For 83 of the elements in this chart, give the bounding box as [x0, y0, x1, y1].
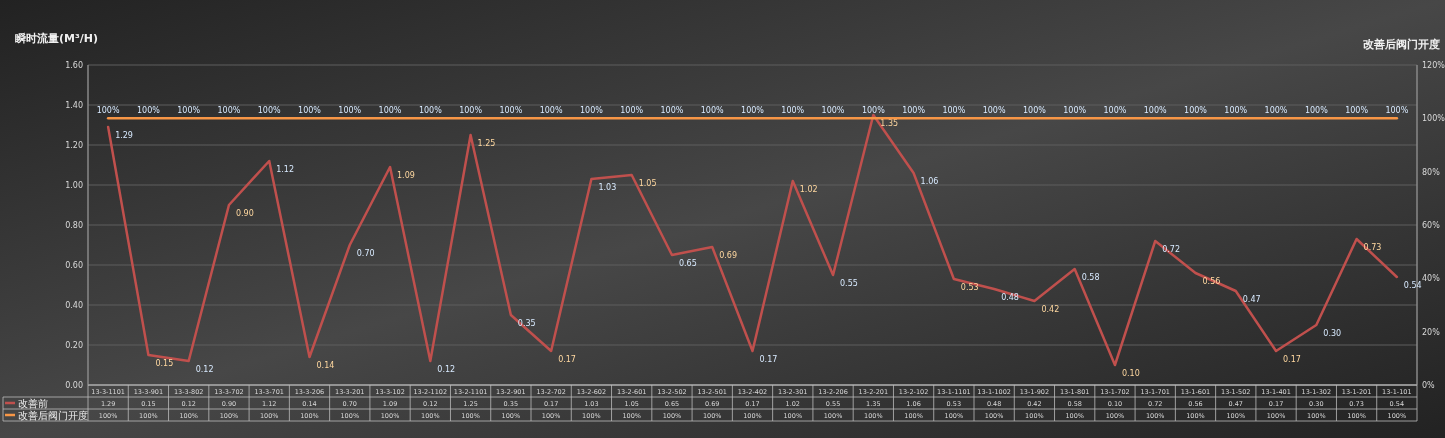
text: 100%	[1022, 106, 1046, 116]
text: 0.12	[437, 365, 456, 374]
text: 0.90	[235, 209, 254, 218]
text: 100%	[861, 106, 885, 116]
text: 100%	[660, 106, 684, 116]
text: 100%	[418, 106, 442, 116]
text: 100%	[539, 106, 563, 116]
text: 100%	[982, 106, 1006, 116]
text: 0.15	[155, 359, 174, 368]
text: 100%	[1264, 106, 1288, 116]
legend-label: 改善后阀门开度	[18, 410, 88, 421]
text: 0.10	[1121, 369, 1140, 378]
text: 100%	[177, 106, 201, 116]
text: 100%	[579, 106, 603, 116]
text: 0.17	[1283, 355, 1301, 364]
text: 100%	[96, 106, 120, 116]
text: 100%	[741, 106, 764, 116]
text: 100%	[1345, 106, 1369, 116]
text: 1.09	[397, 171, 415, 180]
text: 0.12	[195, 365, 214, 374]
y2-tick-label: 0%	[1422, 381, 1436, 390]
text: 100%	[942, 106, 966, 116]
y-tick-label: 0.20	[65, 341, 83, 350]
text: 100%	[1143, 106, 1167, 116]
line-series	[106, 113, 1399, 367]
y2-tick-label: 60%	[1422, 221, 1441, 230]
text: 100%	[217, 106, 241, 116]
text: 0.14	[316, 361, 335, 370]
y2-tick-label: 120%	[1422, 61, 1445, 70]
text: 0.65	[678, 259, 697, 268]
y-tick-label: 0.40	[65, 301, 83, 310]
y2-tick-label: 100%	[1422, 114, 1445, 124]
text: 0.47	[1242, 295, 1261, 304]
text: 100%	[257, 106, 281, 116]
text: 1.25	[477, 139, 496, 148]
text: 1.29	[115, 131, 133, 140]
y2-axis-title: 改善后阀门开度	[1363, 38, 1440, 51]
legend-label: 改善前	[18, 398, 48, 409]
y-tick-label: 1.60	[65, 61, 83, 70]
text: 100%	[902, 106, 926, 116]
y-tick-label: 0.00	[65, 381, 83, 390]
text: 100%	[781, 106, 805, 116]
text: 0.58	[1081, 273, 1100, 282]
text: 1.35	[880, 119, 899, 128]
text: 0.69	[719, 251, 738, 260]
text: 100%	[821, 106, 845, 116]
text: 100%	[1224, 106, 1248, 116]
y2-tick-label: 40%	[1422, 274, 1441, 284]
y-tick-label: 0.60	[65, 261, 83, 270]
y-tick-label: 0.80	[65, 221, 83, 230]
text: 1.06	[920, 177, 939, 186]
text: 100%	[499, 106, 523, 116]
text: 100%	[459, 106, 483, 116]
text: 100%	[1103, 106, 1127, 116]
text: 0.55	[840, 279, 858, 288]
text: 100%	[338, 106, 362, 116]
y-tick-label: 1.20	[65, 141, 83, 150]
y2-tick-label: 80%	[1422, 167, 1441, 177]
text: 100%	[620, 106, 644, 116]
text: 1.05	[638, 179, 657, 188]
text: 100%	[1385, 106, 1409, 116]
text: 100%	[378, 106, 402, 116]
text: 100%	[298, 106, 321, 116]
text: 1.12	[276, 165, 295, 174]
text: 1.02	[799, 185, 818, 194]
text: 0.17	[558, 355, 576, 364]
text: 1.03	[598, 183, 617, 192]
y2-tick-label: 20%	[1422, 327, 1441, 337]
text: 0.17	[759, 355, 778, 364]
text: 0.48	[1001, 293, 1019, 302]
y-tick-label: 1.00	[65, 181, 83, 190]
y-axis-title: 瞬时流量(M³/H)	[15, 32, 99, 45]
text: 100%	[1304, 106, 1328, 116]
text: 100%	[136, 106, 160, 116]
text: 0.54	[1403, 281, 1422, 290]
text: 0.30	[1323, 329, 1342, 338]
text: 100%	[1063, 106, 1087, 116]
text: 0.70	[356, 249, 375, 258]
text: 0.53	[960, 283, 979, 292]
text: 100%	[1184, 106, 1207, 116]
text: 0.42	[1041, 305, 1060, 314]
y-tick-label: 1.40	[65, 101, 83, 110]
text: 100%	[700, 106, 724, 116]
